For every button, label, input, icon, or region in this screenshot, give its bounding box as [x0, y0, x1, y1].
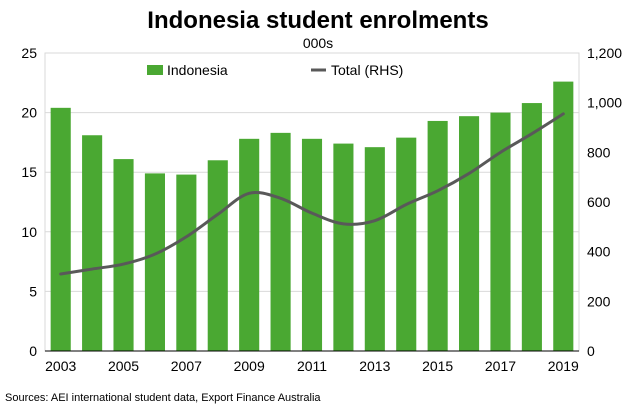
bar	[396, 137, 417, 351]
x-tick-label: 2005	[108, 358, 139, 374]
x-tick-label: 2009	[234, 358, 265, 374]
bar	[270, 132, 291, 351]
chart-title: Indonesia student enrolments	[147, 7, 488, 34]
chart-subtitle: 000s	[303, 35, 333, 51]
y-left-tick-label: 25	[21, 45, 37, 61]
bar	[333, 143, 354, 351]
line-series-total	[59, 112, 565, 276]
bar	[239, 138, 260, 351]
legend-label-indonesia: Indonesia	[167, 62, 228, 78]
left-axis-ticks: 0 5 10 15 20 25	[21, 45, 37, 359]
right-axis-ticks: 0 200 400 600 800 1,000 1,200	[587, 45, 622, 359]
y-right-tick-label: 800	[587, 144, 611, 160]
x-tick-label: 2003	[45, 358, 76, 374]
bar	[144, 173, 165, 351]
y-right-tick-label: 1,200	[587, 45, 622, 61]
x-tick-label: 2015	[422, 358, 453, 374]
bar	[490, 112, 511, 351]
legend: Indonesia Total (RHS)	[147, 62, 403, 78]
legend-swatch-indonesia	[147, 65, 163, 75]
bar	[82, 135, 103, 351]
x-tick-label: 2007	[171, 358, 202, 374]
x-tick-label: 2017	[485, 358, 516, 374]
y-right-tick-label: 600	[587, 194, 611, 210]
y-right-tick-label: 0	[587, 343, 595, 359]
chart-source: Sources: AEI international student data,…	[5, 392, 321, 404]
bar	[427, 120, 448, 351]
bar	[553, 81, 574, 351]
bar	[364, 147, 385, 351]
bar-series-indonesia	[50, 81, 574, 352]
x-tick-label: 2019	[548, 358, 579, 374]
bar	[207, 160, 228, 351]
x-axis-ticks: 2003 2005 2007 2009 2011 2013 2015 2017 2019	[45, 358, 579, 374]
y-left-tick-label: 20	[21, 105, 37, 121]
bar	[301, 138, 323, 351]
y-right-tick-label: 200	[587, 293, 611, 309]
y-right-tick-label: 400	[587, 244, 611, 260]
y-left-tick-label: 0	[29, 343, 37, 359]
bar	[521, 103, 542, 352]
bar	[459, 116, 480, 352]
x-tick-label: 2011	[297, 358, 327, 374]
bar	[176, 174, 197, 351]
legend-label-total: Total (RHS)	[331, 62, 403, 78]
y-left-tick-label: 10	[21, 224, 37, 240]
y-right-tick-label: 1,000	[587, 95, 622, 111]
bar	[113, 159, 134, 351]
x-tick-label: 2013	[359, 358, 390, 374]
y-left-tick-label: 5	[29, 283, 37, 299]
bar	[50, 107, 71, 351]
y-left-tick-label: 15	[21, 164, 37, 180]
